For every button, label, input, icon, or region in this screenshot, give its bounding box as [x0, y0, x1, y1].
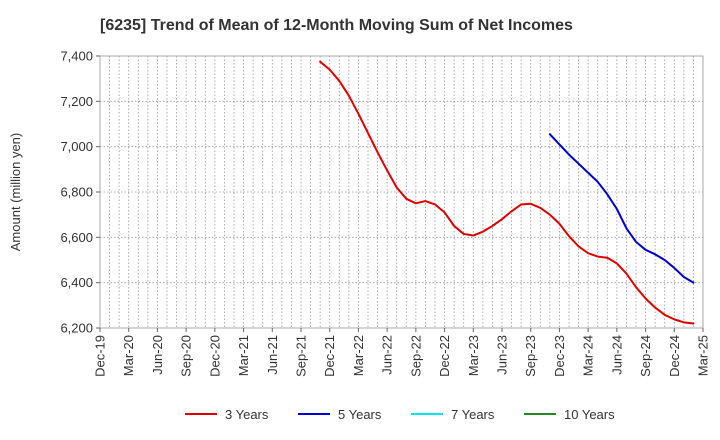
- x-tick-label: Dec-20: [207, 335, 222, 377]
- x-tick-label: Jun-20: [150, 335, 165, 375]
- chart-title: [6235] Trend of Mean of 12-Month Moving …: [100, 17, 573, 34]
- x-axis: Dec-19 Mar-20 Jun-20 Sep-20 Dec-20 Mar-21 Jun-…: [93, 328, 711, 377]
- x-tick-label: Jun-21: [265, 335, 280, 375]
- legend-label-3-years: 3 Years: [225, 407, 269, 422]
- legend: 3 Years 5 Years 7 Years 10 Years: [185, 407, 615, 422]
- x-tick-label: Dec-23: [552, 335, 567, 377]
- series-layer: [319, 60, 695, 325]
- x-tick-label: Jun-22: [380, 335, 395, 375]
- legend-label-10-years: 10 Years: [564, 407, 615, 422]
- x-tick-label: Mar-24: [581, 335, 596, 376]
- y-tick-label: 6,800: [60, 185, 93, 200]
- x-tick-label: Mar-21: [236, 335, 251, 376]
- legend-label-5-years: 5 Years: [338, 407, 382, 422]
- x-tick-label: Sep-24: [638, 335, 653, 377]
- x-tick-label: Dec-19: [93, 335, 108, 377]
- y-axis: 6,200 6,400 6,600 6,800 7,000 7,200 7,400: [60, 49, 100, 336]
- y-tick-label: 6,200: [60, 321, 93, 336]
- series-line-3-years: [319, 60, 695, 325]
- y-axis-label: Amount (million yen): [8, 133, 23, 252]
- x-tick-label: Mar-20: [121, 335, 136, 376]
- x-tick-label: Sep-20: [179, 335, 194, 377]
- y-tick-label: 6,400: [60, 275, 93, 290]
- y-tick-label: 7,400: [60, 49, 93, 64]
- x-tick-label: Sep-22: [408, 335, 423, 377]
- y-tick-label: 7,000: [60, 139, 93, 154]
- x-tick-label: Mar-22: [351, 335, 366, 376]
- x-tick-label: Dec-22: [437, 335, 452, 377]
- y-tick-label: 7,200: [60, 94, 93, 109]
- x-tick-label: Jun-24: [609, 335, 624, 375]
- y-tick-label: 6,600: [60, 230, 93, 245]
- legend-label-7-years: 7 Years: [451, 407, 495, 422]
- x-tick-label: Mar-23: [466, 335, 481, 376]
- x-tick-label: Mar-25: [696, 335, 711, 376]
- x-tick-label: Dec-21: [322, 335, 337, 377]
- x-tick-label: Sep-23: [523, 335, 538, 377]
- x-tick-label: Jun-23: [495, 335, 510, 375]
- series-line-5-years: [548, 133, 695, 284]
- x-tick-label: Dec-24: [667, 335, 682, 377]
- x-tick-label: Sep-21: [294, 335, 309, 377]
